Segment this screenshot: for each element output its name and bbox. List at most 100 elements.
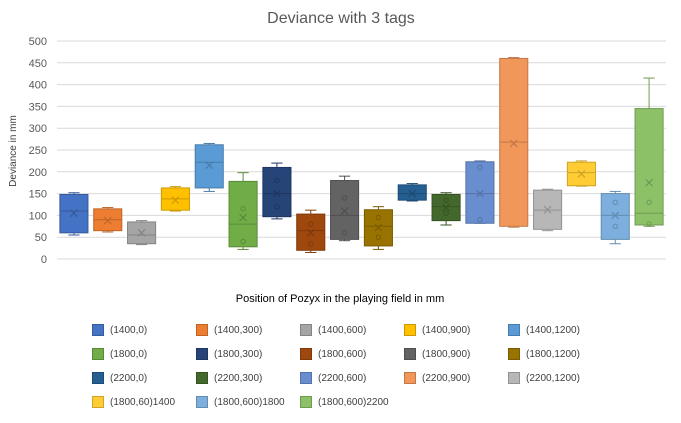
legend-swatch: [92, 396, 104, 408]
legend-swatch: [508, 324, 520, 336]
legend-label: (1400,600): [318, 324, 367, 336]
y-tick-labels: 0 50 100 150 200 250 300 350 400 450 500: [29, 36, 47, 266]
legend-item: (2200,900): [404, 366, 508, 390]
mean-marker: [577, 170, 586, 178]
inner-point: [477, 217, 483, 223]
legend-item: (1800,60)1400: [92, 390, 196, 414]
legend-label: (1400,900): [422, 324, 471, 336]
box-11: [397, 183, 427, 202]
legend-label: (1800,600)1800: [214, 396, 285, 408]
box-7: [262, 162, 292, 220]
box-iqr: [330, 180, 360, 240]
y-tick-label: 300: [29, 123, 47, 135]
y-tick-label: 0: [41, 254, 47, 266]
mean-marker: [306, 228, 315, 237]
legend-item: (1800,0): [92, 342, 196, 366]
mean-marker: [374, 223, 383, 232]
legend: (1400,0) (1400,300) (1400,600) (1400,900) (1…: [92, 318, 681, 414]
box-13: [465, 160, 495, 224]
legend-item: (1400,0): [92, 318, 196, 342]
box-8: [296, 209, 326, 253]
y-tick-label: 350: [29, 101, 47, 113]
box-14: [499, 57, 529, 228]
inner-point: [274, 203, 280, 210]
inner-point: [274, 177, 280, 184]
inner-point: [308, 221, 314, 227]
legend-swatch: [196, 324, 208, 336]
legend-swatch: [404, 372, 416, 384]
legend-swatch: [92, 324, 104, 336]
legend-label: (1400,0): [110, 324, 148, 336]
mean-marker: [408, 189, 417, 198]
legend-item: (1800,600): [300, 342, 404, 366]
gridlines: [57, 40, 666, 260]
y-tick-label: 150: [29, 189, 47, 201]
mean-marker: [475, 189, 484, 198]
legend-item: (1800,900): [404, 342, 508, 366]
legend-label: (2200,1200): [526, 372, 580, 384]
mean-marker: [69, 209, 78, 218]
legend-label: (2200,900): [422, 372, 471, 384]
mean-marker: [137, 228, 146, 237]
mean-marker: [611, 211, 620, 220]
box-series: [59, 57, 664, 253]
legend-label: (1800,600): [318, 348, 367, 360]
box-iqr: [194, 144, 224, 189]
box-18: [634, 77, 664, 227]
mean-marker: [171, 196, 180, 205]
inner-point: [240, 238, 246, 245]
mean-marker: [239, 213, 248, 222]
legend-label: (1800,300): [214, 348, 263, 360]
inner-point: [477, 164, 483, 171]
legend-swatch: [92, 372, 104, 384]
legend-swatch: [196, 348, 208, 360]
legend-swatch: [404, 348, 416, 360]
box-4: [160, 186, 190, 212]
mean-marker: [272, 189, 281, 198]
mean-marker: [645, 178, 654, 187]
box-6: [228, 172, 258, 250]
mean-marker: [543, 205, 552, 214]
inner-point: [375, 234, 382, 240]
y-tick-label: 100: [29, 210, 47, 222]
y-tick-label: 200: [29, 167, 47, 179]
legend-label: (2200,0): [110, 372, 148, 384]
box-17: [600, 190, 630, 245]
legend-label: (1800,0): [110, 348, 148, 360]
y-tick-label: 500: [29, 36, 47, 48]
legend-swatch: [404, 324, 416, 336]
box-iqr: [397, 184, 427, 201]
box-2: [93, 207, 123, 233]
legend-label: (2200,300): [214, 372, 263, 384]
legend-swatch: [196, 396, 208, 408]
box-iqr: [228, 180, 258, 248]
inner-point: [646, 221, 652, 227]
chart-title: Deviance with 3 tags: [267, 10, 415, 27]
legend-item: (1800,300): [196, 342, 300, 366]
legend-swatch: [508, 348, 520, 360]
inner-point: [612, 199, 618, 206]
legend-item: (2200,1200): [508, 366, 612, 390]
legend-swatch: [300, 348, 312, 360]
legend-swatch: [508, 372, 520, 384]
legend-label: (1800,900): [422, 348, 471, 360]
inner-point: [308, 241, 314, 247]
y-axis-label: Deviance in mm: [8, 115, 19, 187]
legend-item: (1800,1200): [508, 342, 612, 366]
box-iqr: [634, 108, 664, 226]
inner-point: [341, 195, 348, 201]
legend-item: (1400,1200): [508, 318, 612, 342]
inner-point: [443, 210, 449, 216]
box-16: [566, 160, 596, 187]
legend-swatch: [196, 372, 208, 384]
mean-marker: [205, 161, 214, 170]
legend-label: (1400,300): [214, 324, 263, 336]
y-tick-label: 450: [29, 58, 47, 70]
inner-point: [341, 230, 348, 236]
inner-point: [240, 206, 246, 212]
box-iqr: [465, 161, 495, 224]
box-3: [127, 220, 157, 246]
inner-point: [443, 197, 449, 203]
y-tick-label: 250: [29, 145, 47, 157]
